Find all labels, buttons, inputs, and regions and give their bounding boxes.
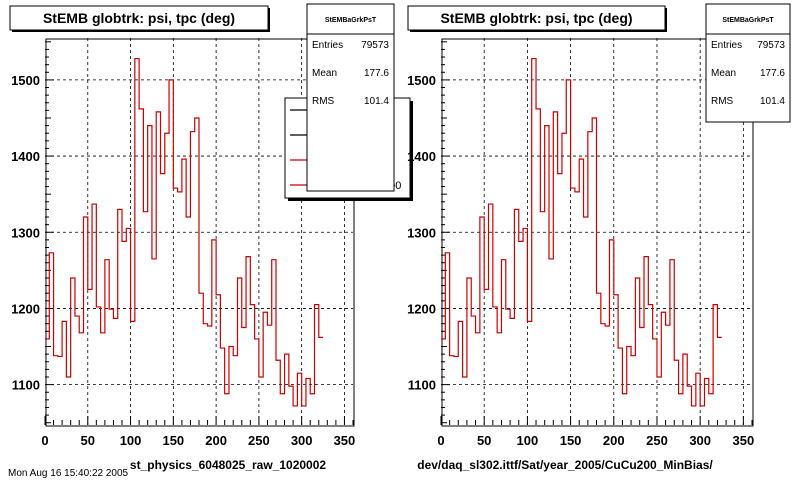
stats-label: RMS [312,96,335,107]
y-tick-label: 1400 [407,149,436,164]
chart-title: StEMB globtrk: psi, tpc (deg) [43,10,235,26]
x-tick-label: 300 [291,433,313,448]
y-tick-label: 1100 [12,378,40,393]
x-tick-label: 350 [733,433,755,448]
x-tick-label: 0 [41,433,48,448]
x-tick-label: 0 [437,433,444,448]
y-tick-label: 1400 [11,149,40,164]
histogram-series-1 [441,57,722,407]
footer-timestamp: Mon Aug 16 15:40:22 2005 [8,468,129,479]
stats-label: Entries [711,40,742,51]
x-tick-label: 150 [162,433,184,448]
y-tick-label: 1100 [408,378,436,393]
y-tick-label: 1500 [407,73,436,88]
x-tick-label: 200 [205,433,227,448]
y-tick-label: 1300 [11,225,40,240]
stats-label: Mean [711,68,736,79]
x-tick-label: 50 [477,433,491,448]
y-tick-label: 1200 [11,301,40,316]
stats-value: 177.6 [760,68,785,79]
stats-value: 177.6 [364,68,389,79]
chart-panel-1: 0 50 100 150 200 250 300 350 1100 1200 1300 1400 150… [9,3,413,472]
x-tick-label: 250 [646,433,668,448]
x-tick-label: 100 [120,433,142,448]
title-box [407,5,666,31]
x-tick-label: 250 [248,433,270,448]
stats-box [705,3,791,123]
stats-name: StEMBaGrkPsT [722,17,774,24]
y-tick-label: 1300 [407,225,436,240]
title-box [9,5,269,31]
y-tick-label: 1200 [407,301,436,316]
y-tick-label: 1500 [11,73,40,88]
x-axis-label: dev/daq_sl302.ittf/Sat/year_2005/CuCu200… [417,458,713,472]
stats-value: 79573 [757,40,785,51]
stats-name: StEMBaGrkPsT [325,17,377,24]
x-tick-label: 350 [334,433,356,448]
chart-title: StEMB globtrk: psi, tpc (deg) [440,10,632,26]
x-tick-label: 50 [81,433,95,448]
x-axis-label: st_physics_6048025_raw_1020002 [130,458,326,472]
x-tick-label: 300 [689,433,711,448]
stats-label: Entries [312,40,343,51]
stats-value: 101.4 [364,96,389,107]
stats-value: 79573 [361,40,389,51]
stats-label: RMS [711,96,734,107]
x-tick-label: 100 [517,433,539,448]
histogram-series-1 [45,57,324,407]
chart-panel-2: 0 50 100 150 200 250 300 350 1100 1200 1300 1400 150… [407,3,791,472]
stats-label: Mean [312,68,337,79]
x-tick-label: 200 [603,433,625,448]
stats-value: 101.4 [760,96,785,107]
stats-box [306,3,395,192]
x-tick-label: 150 [560,433,582,448]
